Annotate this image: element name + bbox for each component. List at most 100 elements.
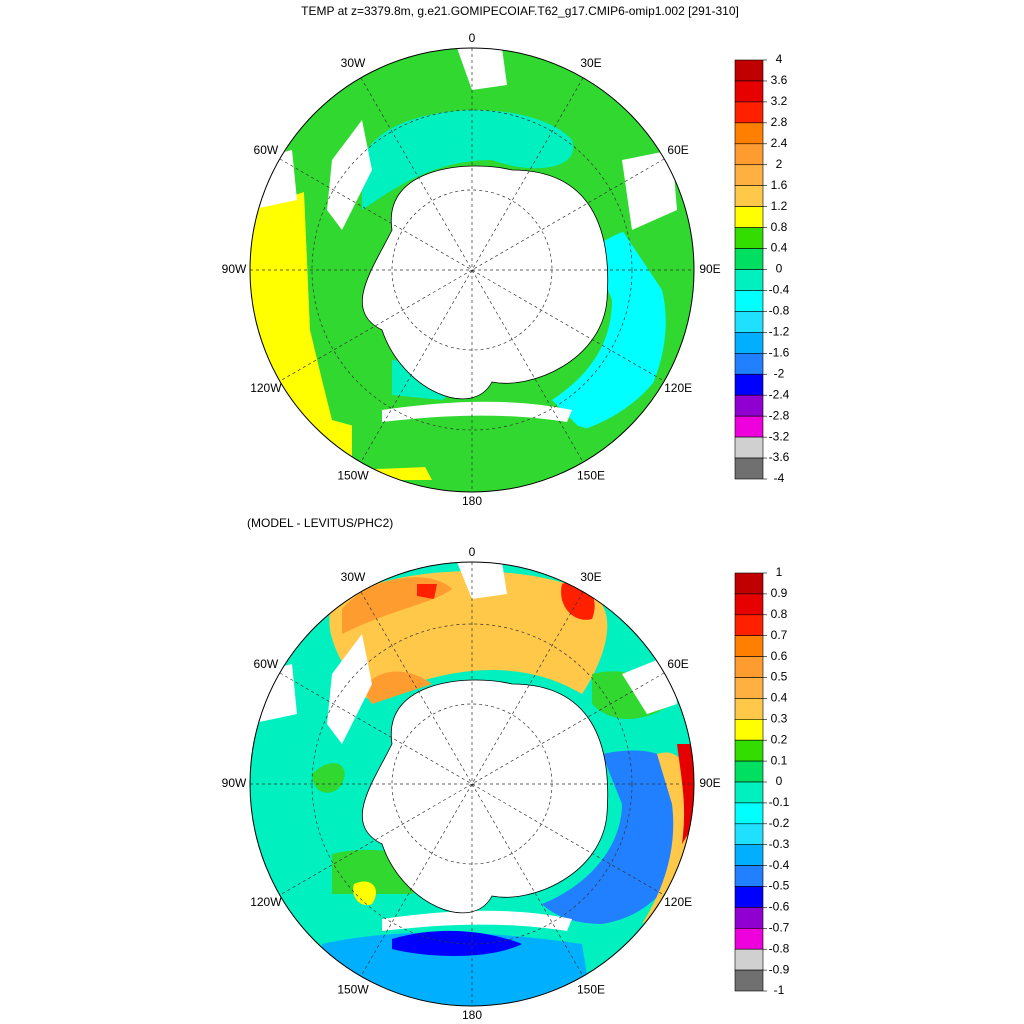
colorbar-box [734, 80, 764, 103]
colorbar-label: -3.2 [769, 429, 790, 443]
colorbar-label: 0 [776, 262, 783, 276]
colorbar-label: -0.8 [769, 941, 790, 955]
lon-label: 120E [664, 895, 692, 909]
colorbar-label: -0.9 [769, 962, 790, 976]
colorbar-box [734, 59, 764, 82]
field-region [552, 229, 683, 430]
lon-label: 150E [577, 468, 605, 482]
colorbar-box [734, 248, 764, 270]
lon-label: 30W [341, 56, 366, 70]
colorbar-label: 1 [776, 565, 783, 579]
colorbar-label: -0.4 [769, 283, 790, 297]
colorbar-box [734, 614, 764, 636]
colorbar-box [734, 802, 764, 825]
map-panel [249, 47, 695, 493]
colorbar-box [734, 227, 764, 249]
colorbar-label: 0.2 [771, 732, 788, 746]
colorbar-label: 0.4 [771, 691, 788, 705]
lon-label: 30E [580, 56, 601, 70]
colorbar-label: -3.6 [769, 450, 790, 464]
colorbar-box [734, 739, 764, 762]
field-region [353, 881, 376, 906]
colorbar-label: -2.4 [769, 387, 790, 401]
lon-label: 0 [469, 545, 476, 559]
lon-label: 0 [469, 31, 476, 45]
colorbar-box [734, 332, 764, 354]
colorbar-box [734, 718, 764, 741]
colorbar-label: 3.6 [771, 73, 788, 87]
colorbar-label: 1.6 [771, 178, 788, 192]
map-border [249, 47, 695, 493]
colorbar-label: 2.8 [771, 115, 788, 129]
field-region [362, 110, 574, 210]
colorbar-box [734, 698, 764, 720]
lon-label: 30W [341, 570, 366, 584]
colorbar-box [734, 185, 764, 207]
colorbar-label: 0.7 [771, 628, 788, 642]
colorbar-label: 4 [776, 52, 783, 66]
lon-label: 120W [250, 381, 282, 395]
colorbar-box [734, 394, 764, 417]
map-border [249, 561, 695, 1007]
panel-title: TEMP at z=3379.8m, g.e21.GOMIPECOIAF.T62… [301, 4, 739, 18]
field-region [417, 584, 437, 599]
lon-label: 150W [337, 982, 369, 996]
colorbar-box [734, 865, 764, 887]
lon-label: 150E [577, 982, 605, 996]
map-panel [249, 561, 695, 1007]
colorbar-box [734, 760, 764, 783]
colorbar-box [734, 593, 764, 616]
colorbar-box [734, 101, 764, 124]
lon-label: 90W [222, 776, 247, 790]
colorbar-box [734, 823, 764, 845]
colorbar-label: 0.9 [771, 586, 788, 600]
colorbar-box [734, 457, 764, 480]
colorbar-box [734, 373, 764, 396]
lon-label: 60W [254, 657, 279, 671]
panel-title: (MODEL - LEVITUS/PHC2) [247, 516, 393, 530]
lon-label: 60E [667, 143, 688, 157]
colorbar-box [734, 844, 764, 866]
lon-label: 120W [250, 895, 282, 909]
colorbar-label: -1 [774, 983, 785, 997]
lon-label: 90E [699, 262, 720, 276]
colorbar-box [734, 927, 764, 950]
lon-label: 60E [667, 657, 688, 671]
colorbar-label: -0.1 [769, 795, 790, 809]
colorbar-box [734, 269, 764, 291]
colorbar-box [734, 290, 764, 312]
colorbar-box [734, 907, 764, 929]
colorbar-label: 0.8 [771, 607, 788, 621]
colorbar-box [734, 677, 764, 699]
colorbar-box [734, 122, 764, 145]
colorbar-box [734, 781, 764, 804]
lon-label: 150W [337, 468, 369, 482]
colorbar-label: 0 [776, 774, 783, 788]
colorbar-label: -1.6 [769, 345, 790, 359]
lon-label: 30E [580, 570, 601, 584]
field-region [322, 932, 592, 1006]
colorbar-label: 0.5 [771, 670, 788, 684]
colorbar-label: 0.3 [771, 711, 788, 725]
colorbar-label: 0.4 [771, 241, 788, 255]
colorbar-box [734, 164, 764, 187]
colorbar-box [734, 572, 764, 595]
colorbar-label: -1.2 [769, 325, 790, 339]
colorbar-box [734, 415, 764, 438]
field-region [542, 750, 691, 924]
colorbar-label: 0.1 [771, 753, 788, 767]
colorbar-box [734, 352, 764, 375]
colorbar-label: 2 [776, 157, 783, 171]
colorbar-label: -0.7 [769, 920, 790, 934]
colorbar-box [734, 436, 764, 459]
colorbar-box [734, 656, 764, 678]
colorbar-label: -0.5 [769, 879, 790, 893]
field-region [642, 752, 694, 924]
colorbar-label: 2.4 [771, 136, 788, 150]
colorbar-box [734, 311, 764, 333]
colorbar-label: -0.8 [769, 304, 790, 318]
lon-label: 60W [254, 143, 279, 157]
colorbar-label: 1.2 [771, 199, 788, 213]
colorbar-label: -0.4 [769, 858, 790, 872]
